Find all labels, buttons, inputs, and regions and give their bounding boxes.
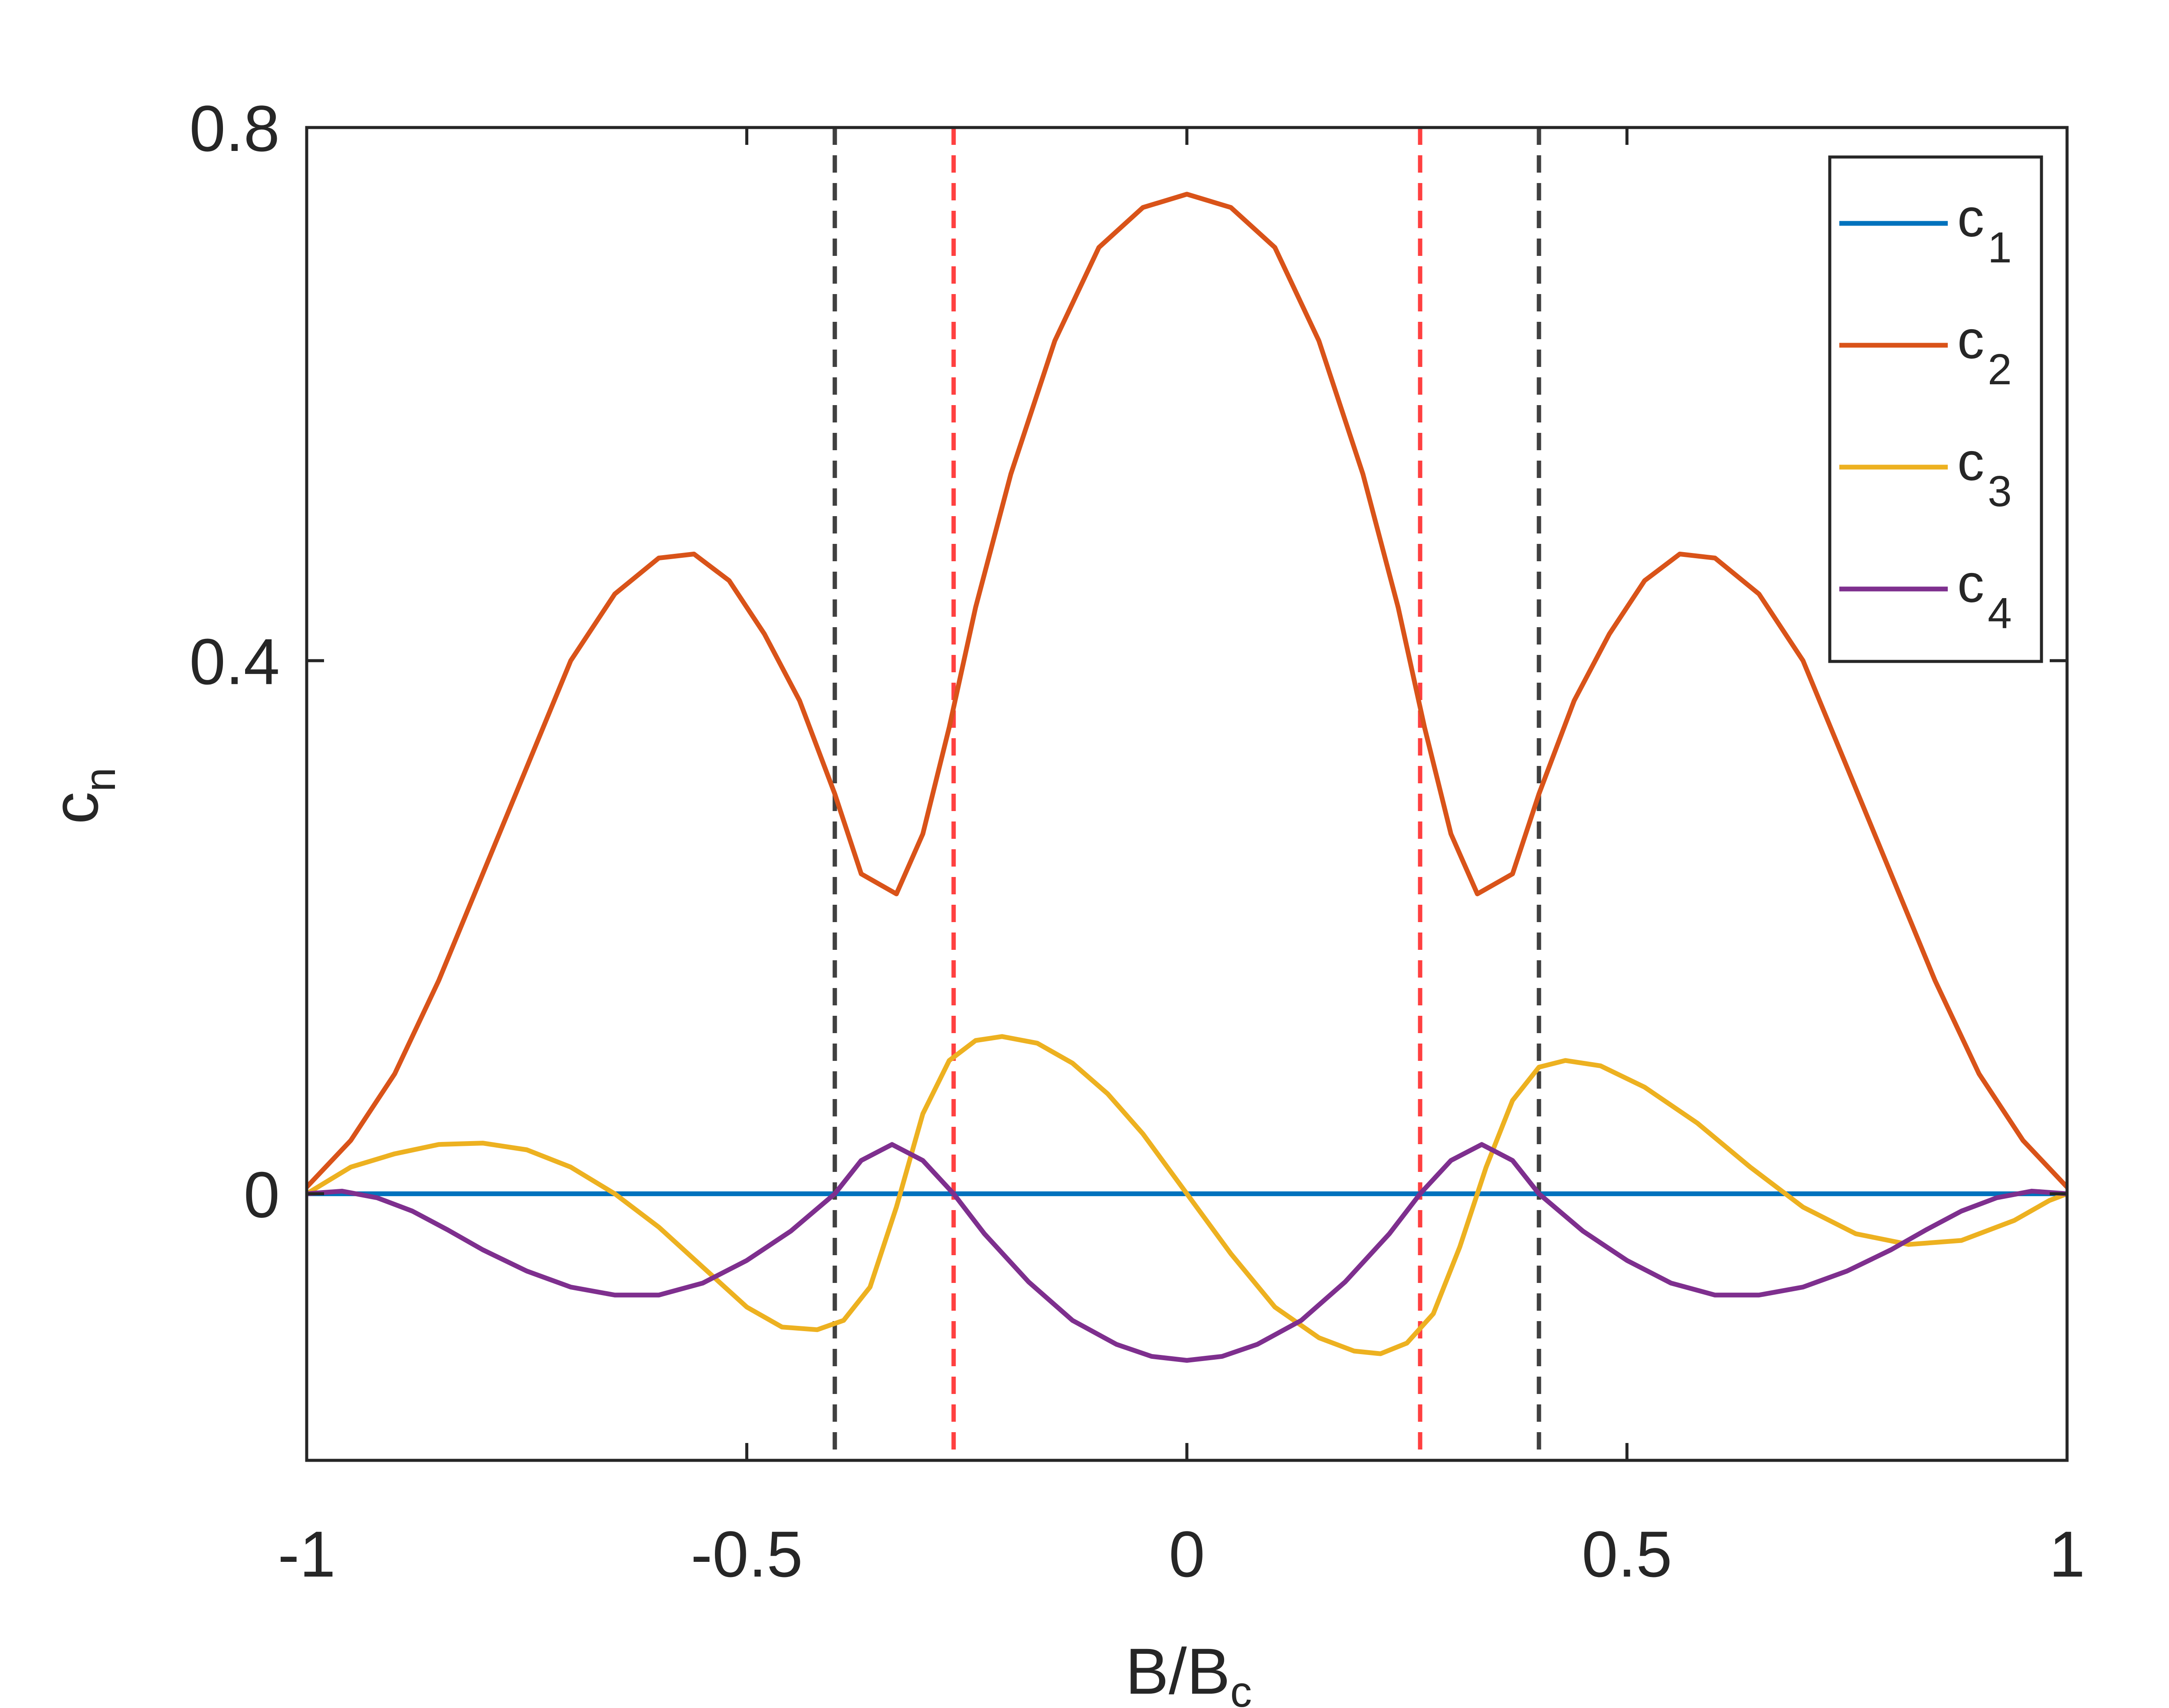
series-lines [307,192,2067,1363]
axis-ticks: -1 -0.5 0 0.5 1 0 0.4 0.8 [189,92,2085,1590]
y-tick-label: 0 [244,1158,280,1231]
x-tick-label: 1 [2049,1518,2085,1590]
y-tick-label: 0.8 [189,92,280,165]
legend-label-c2: c2 [1957,310,2012,394]
legend-label-c3: c3 [1957,432,2012,516]
y-tick-label: 0.4 [189,625,280,698]
x-tick-label: 0.5 [1582,1518,1672,1590]
x-axis-label: B/Bc [1125,1635,1252,1708]
series-line-c2 [307,192,2067,1190]
x-tick-label: -1 [278,1518,335,1590]
legend-box [1828,155,2043,663]
series-line-c4 [307,1142,2067,1363]
x-tick-label: 0 [1169,1518,1205,1590]
legend-label-c4: c4 [1957,554,2012,638]
legend-entries: c1 c2 c3 c4 [1839,188,2012,638]
legend-label-c1: c1 [1957,188,2012,272]
series-line-c3 [307,1034,2067,1356]
y-axis-label: cn [39,768,125,825]
legend: c1 c2 c3 c4 [1828,155,2043,663]
x-tick-label: -0.5 [691,1518,803,1590]
